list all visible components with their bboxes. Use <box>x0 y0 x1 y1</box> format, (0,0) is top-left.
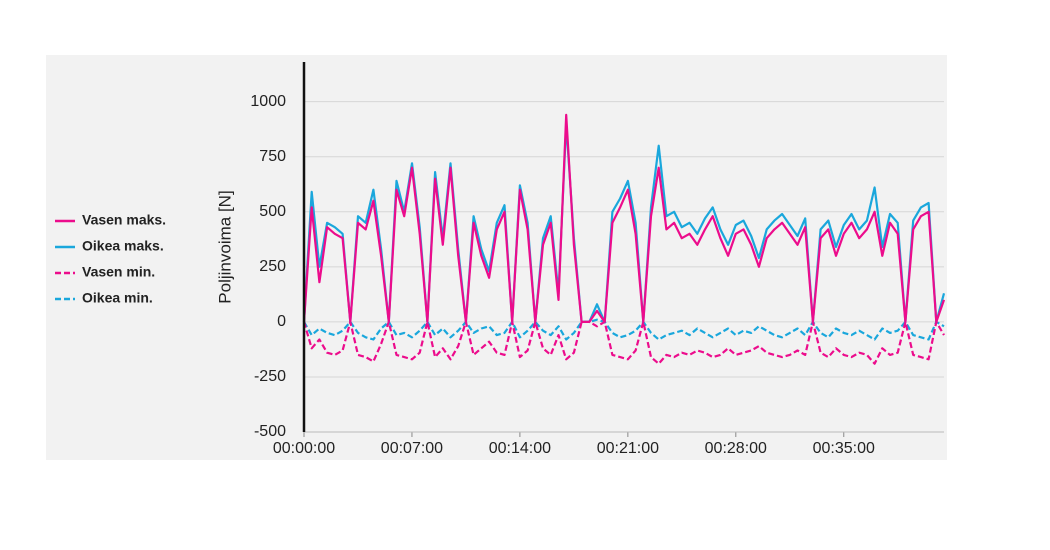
y-tick-label: -500 <box>254 423 286 440</box>
x-tick-label: 00:28:00 <box>705 440 767 457</box>
legend-label: Vasen min. <box>82 264 155 280</box>
x-tick-label: 00:07:00 <box>381 440 443 457</box>
series-line <box>302 320 945 365</box>
x-tick-label: 00:21:00 <box>597 440 659 457</box>
y-tick-label: 250 <box>259 258 286 275</box>
chart-background <box>46 55 947 460</box>
x-tick-label: 00:14:00 <box>489 440 551 457</box>
y-tick-label: 1000 <box>250 93 286 110</box>
x-tick-label: 00:35:00 <box>813 440 875 457</box>
series-line <box>302 113 946 323</box>
y-tick-label: 0 <box>277 313 286 330</box>
legend-label: Oikea min. <box>82 290 153 306</box>
series-line <box>303 318 945 341</box>
y-tick-label: 500 <box>259 203 286 220</box>
y-tick-label: 750 <box>259 148 286 165</box>
x-tick-label: 00:00:00 <box>273 440 335 457</box>
y-axis-label: Poljinvoima [N] <box>215 190 234 303</box>
y-tick-label: -250 <box>254 368 286 385</box>
legend-label: Oikea maks. <box>82 238 164 254</box>
legend-label: Vasen maks. <box>82 212 166 228</box>
